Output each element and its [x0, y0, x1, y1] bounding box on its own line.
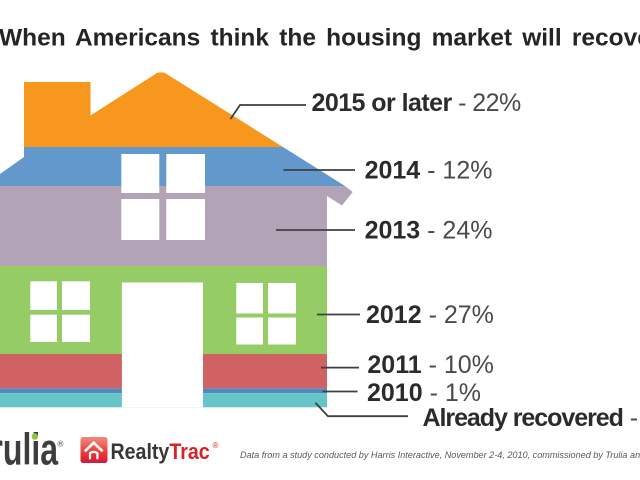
- svg-text:Already recovered - 4%: Already recovered - 4%: [423, 404, 640, 432]
- svg-text:2012 - 27%: 2012 - 27%: [366, 301, 494, 329]
- svg-text:®: ®: [213, 441, 219, 450]
- svg-text:2010 - 1%: 2010 - 1%: [367, 379, 481, 407]
- svg-text:Data from a study conducted by: Data from a study conducted by Harris In…: [240, 450, 640, 460]
- svg-text:When Americans think the housi: When Americans think the housing market …: [0, 24, 640, 51]
- svg-text:2014 - 12%: 2014 - 12%: [365, 157, 493, 185]
- svg-text:®: ®: [58, 440, 64, 449]
- svg-text:RealtyTrac: RealtyTrac: [111, 440, 210, 464]
- svg-text:2015 or later - 22%: 2015 or later - 22%: [312, 89, 521, 117]
- svg-text:2013 - 24%: 2013 - 24%: [365, 216, 493, 244]
- svg-text:trulia: trulia: [0, 425, 58, 474]
- svg-text:2011 - 10%: 2011 - 10%: [367, 351, 494, 379]
